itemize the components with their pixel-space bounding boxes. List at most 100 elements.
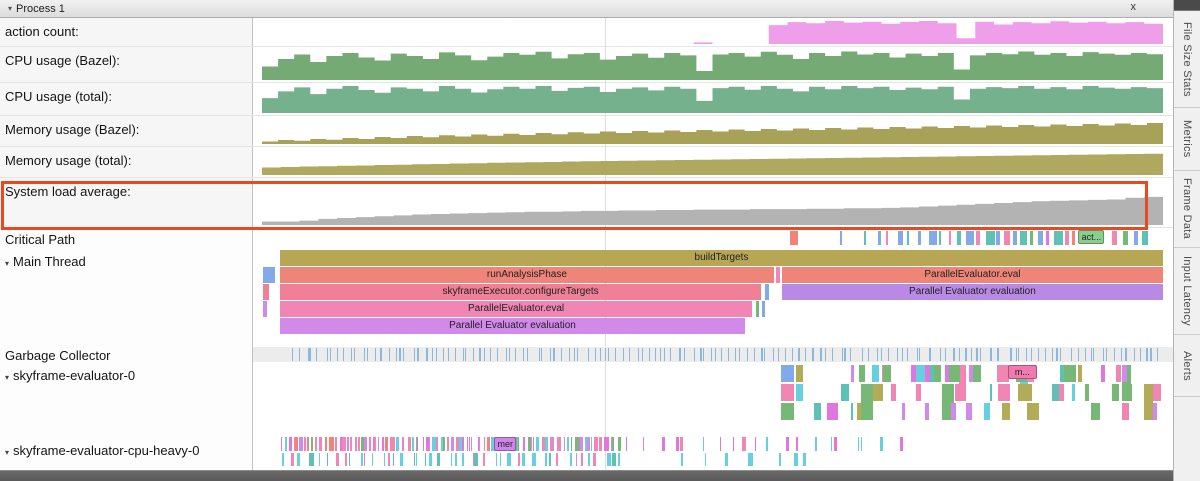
gc-tick <box>1016 348 1018 361</box>
gc-tick <box>553 348 556 361</box>
gc-tick <box>917 348 919 361</box>
gc-tick <box>398 348 401 361</box>
trace-slice[interactable]: runAnalysisPhase <box>280 267 774 283</box>
trace-slice[interactable]: skyframeExecutor.configureTargets <box>280 284 762 300</box>
trace-slice-fragment <box>549 453 551 466</box>
gc-tick <box>454 348 456 361</box>
action-count-track[interactable] <box>253 18 1173 46</box>
tab-frame-data[interactable]: Frame Data <box>1174 171 1200 248</box>
trace-slice-fragment <box>361 437 364 451</box>
trace-slice[interactable]: ParallelEvaluator.eval <box>781 267 1163 283</box>
track-label-cpu-heavy[interactable]: ▾ skyframe-evaluator-cpu-heavy-0 <box>0 436 253 470</box>
trace-slice-fragment <box>1078 365 1082 382</box>
gc-tick <box>538 348 540 361</box>
trace-slice[interactable]: Parallel Evaluator evaluation <box>280 318 745 334</box>
track-label-action-count[interactable]: action count: <box>0 18 253 46</box>
slice-chip[interactable]: m... <box>1008 365 1037 379</box>
trace-slice-fragment <box>930 365 942 382</box>
trace-slice-fragment <box>607 453 611 466</box>
collapse-triangle-icon[interactable]: ▾ <box>5 373 10 382</box>
gc-tick <box>622 348 624 361</box>
gc-tick <box>463 348 465 361</box>
horizontal-scrollbar[interactable] <box>0 470 1173 481</box>
cpu-total-track[interactable] <box>253 83 1173 115</box>
gc-track[interactable] <box>253 346 1173 363</box>
gc-tick <box>1103 348 1105 361</box>
trace-slice-fragment <box>997 384 1011 401</box>
process-header[interactable]: ▾ Process 1 x <box>0 0 1173 18</box>
tab-label: Frame Data <box>1181 178 1193 240</box>
trace-slice-fragment <box>1071 384 1076 401</box>
track-label-text: Memory usage (Bazel): <box>5 122 140 137</box>
gc-tick <box>728 348 730 361</box>
cpu-heavy-track[interactable]: mer <box>253 436 1173 470</box>
trace-slice-fragment <box>1019 231 1028 245</box>
gc-tick <box>342 348 344 361</box>
track-label-skyframe0[interactable]: ▾ skyframe-evaluator-0 <box>0 363 253 436</box>
gc-tick <box>813 348 815 361</box>
gc-tick <box>896 348 898 361</box>
trace-slice[interactable]: buildTargets <box>280 250 1163 266</box>
action-count-chart <box>262 21 1163 44</box>
track-label-gc[interactable]: Garbage Collector <box>0 346 253 363</box>
trace-slice[interactable]: ParallelEvaluator.eval <box>280 301 753 317</box>
gc-tick <box>1149 348 1152 361</box>
track-label-sysload[interactable]: System load average: <box>0 178 253 227</box>
trace-slice-fragment <box>459 437 462 451</box>
collapse-triangle-icon[interactable]: ▾ <box>5 259 10 268</box>
tab-metrics[interactable]: Metrics <box>1174 108 1200 171</box>
trace-slice-fragment <box>796 365 804 382</box>
trace-slice-fragment <box>1112 384 1120 401</box>
trace-slice-fragment <box>363 437 368 451</box>
trace-slice-fragment <box>830 437 832 451</box>
track-row-main-thread: ▾ Main Thread buildTargets runAnalysisPhas… <box>0 249 1173 346</box>
tab-alerts[interactable]: Alerts <box>1174 335 1200 397</box>
trace-slice-fragment <box>780 365 794 382</box>
collapse-triangle-icon[interactable]: ▾ <box>5 448 10 457</box>
gc-tick <box>649 348 651 361</box>
tab-file-size-stats[interactable]: File Size Stats <box>1174 11 1200 108</box>
trace-slice-fragment <box>956 231 962 245</box>
trace-slice-fragment <box>320 437 322 451</box>
skyframe0-track[interactable]: m... <box>253 363 1173 436</box>
trace-slice[interactable]: Parallel Evaluator evaluation <box>781 284 1163 300</box>
track-label-main-thread[interactable]: ▾ Main Thread <box>0 249 253 346</box>
trace-slice-fragment <box>928 231 937 245</box>
tab-input-latency[interactable]: Input Latency <box>1174 248 1200 335</box>
gc-tick <box>431 348 433 361</box>
cpu-bazel-track[interactable] <box>253 47 1173 82</box>
mem-bazel-track[interactable] <box>253 116 1173 146</box>
slice-chip[interactable]: act... <box>1078 230 1105 244</box>
gc-tick <box>877 348 879 361</box>
critical-path-track[interactable]: act... <box>253 228 1173 249</box>
track-row-cpu-total: CPU usage (total): <box>0 83 1173 116</box>
track-label-cpu-bazel[interactable]: CPU usage (Bazel): <box>0 47 253 82</box>
sysload-track[interactable] <box>253 178 1173 227</box>
trace-slice-fragment <box>924 403 930 420</box>
track-label-cpu-total[interactable]: CPU usage (total): <box>0 83 253 115</box>
track-row-critical-path: Critical Path act... <box>0 228 1173 249</box>
close-icon[interactable]: x <box>1130 1 1137 13</box>
mem-total-track[interactable] <box>253 147 1173 177</box>
trace-slice-fragment <box>299 437 303 451</box>
critical-path-lane: act... <box>262 228 1163 249</box>
trace-slice-fragment <box>851 365 855 382</box>
gc-tick <box>527 348 528 361</box>
trace-slice-fragment <box>331 437 335 451</box>
gc-tick <box>484 348 486 361</box>
trace-slice-fragment <box>863 231 866 245</box>
mem-total-chart <box>262 150 1163 175</box>
track-label-mem-total[interactable]: Memory usage (total): <box>0 147 253 177</box>
track-label-critical-path[interactable]: Critical Path <box>0 228 253 249</box>
track-label-mem-bazel[interactable]: Memory usage (Bazel): <box>0 116 253 146</box>
trace-slice-fragment <box>441 437 445 451</box>
slice-chip[interactable]: mer <box>494 437 517 451</box>
gc-tick <box>669 348 671 361</box>
trace-slice-fragment <box>389 437 393 451</box>
trace-slice-fragment <box>585 437 589 451</box>
trace-slice-fragment <box>364 453 366 466</box>
main-thread-track[interactable]: buildTargets runAnalysisPhase ParallelEval… <box>253 249 1173 346</box>
trace-slice-fragment <box>617 453 620 466</box>
trace-slice-fragment <box>1064 365 1076 382</box>
collapse-triangle-icon[interactable]: ▾ <box>8 4 13 13</box>
